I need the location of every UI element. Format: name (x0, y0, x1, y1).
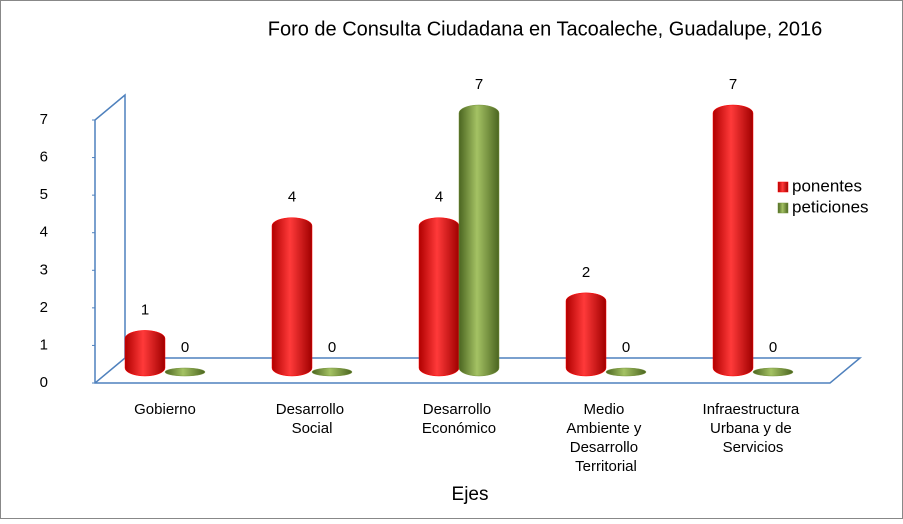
data-label: 4 (435, 189, 443, 206)
y-tick-label: 3 (40, 261, 48, 278)
bar (565, 292, 607, 377)
data-label: 2 (582, 264, 590, 281)
x-tick-label: Desarrollo Social (276, 401, 349, 437)
legend-label: peticiones (792, 197, 869, 216)
data-label: 4 (288, 189, 296, 206)
x-axis-label: Ejes (452, 484, 489, 505)
y-tick-label: 0 (40, 374, 48, 391)
y-tick-label: 6 (40, 149, 48, 166)
x-tick-label: Gobierno (134, 401, 196, 418)
bar (712, 104, 754, 377)
data-label: 0 (769, 339, 777, 356)
bar (752, 367, 794, 377)
bar (311, 367, 353, 377)
data-label: 1 (141, 301, 149, 318)
x-tick-label: Desarrollo Económico (422, 401, 496, 437)
legend-label: ponentes (792, 176, 862, 195)
chart-title: Foro de Consulta Ciudadana en Tacoaleche… (268, 18, 822, 40)
bar (271, 217, 313, 377)
data-label: 0 (622, 339, 630, 356)
data-label: 0 (181, 339, 189, 356)
bar (418, 217, 460, 377)
data-label: 7 (729, 76, 737, 93)
bar (164, 367, 206, 377)
x-tick-label: Infraestructura Urbana y de Servicios (703, 401, 804, 456)
y-tick-label: 2 (40, 299, 48, 316)
legend-swatch (777, 202, 789, 214)
data-label: 0 (328, 339, 336, 356)
y-tick-label: 1 (40, 336, 48, 353)
bar (605, 367, 647, 377)
y-tick-label: 7 (40, 111, 48, 128)
data-label: 7 (475, 76, 483, 93)
x-tick-label: Medio Ambiente y Desarrollo Territorial (566, 401, 645, 475)
bar (458, 104, 500, 377)
bar (124, 330, 166, 377)
y-tick-label: 5 (40, 186, 48, 203)
y-tick-label: 4 (40, 224, 48, 241)
legend-swatch (777, 181, 789, 193)
